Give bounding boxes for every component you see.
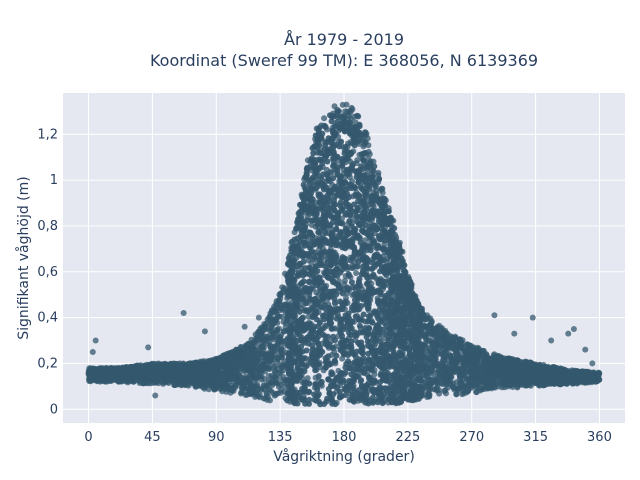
data-point: [168, 376, 175, 383]
data-point: [480, 351, 487, 358]
data-point: [463, 389, 470, 396]
data-point: [218, 355, 225, 362]
data-point: [95, 365, 102, 372]
data-point: [272, 391, 279, 398]
data-point: [488, 385, 495, 392]
data-point: [211, 386, 218, 392]
data-point: [277, 369, 284, 376]
data-point: [255, 352, 262, 359]
data-point: [240, 382, 247, 389]
data-point: [433, 362, 440, 369]
data-point: [246, 360, 253, 367]
data-point: [423, 362, 430, 368]
data-point: [276, 347, 283, 354]
data-point: [233, 346, 240, 353]
data-point: [238, 344, 245, 351]
data-point: [479, 373, 486, 380]
data-point: [440, 370, 447, 377]
data-point: [447, 353, 453, 360]
data-point: [443, 342, 450, 349]
data-point: [253, 358, 260, 365]
data-point: [277, 290, 284, 297]
data-point: [468, 368, 475, 375]
data-point: [371, 371, 378, 378]
data-point: [440, 336, 447, 342]
data-point: [461, 384, 468, 390]
data-point: [449, 359, 456, 366]
data-point: [355, 113, 362, 120]
data-point: [343, 101, 350, 108]
data-point: [490, 358, 497, 365]
data-point: [474, 359, 481, 366]
data-point: [436, 327, 443, 334]
data-point: [279, 354, 286, 361]
data-point: [439, 362, 446, 369]
data-point: [435, 387, 442, 393]
data-point: [266, 386, 272, 393]
data-point: [224, 386, 231, 393]
data-point: [354, 157, 361, 164]
data-point: [247, 390, 254, 397]
data-point: [426, 391, 433, 398]
data-point: [431, 386, 438, 393]
data-point: [220, 379, 227, 386]
data-point: [515, 372, 522, 379]
data-point: [426, 337, 433, 344]
data-point: [456, 385, 462, 392]
data-point: [261, 344, 267, 351]
data-point: [230, 366, 236, 373]
data-point: [242, 373, 249, 380]
data-point: [440, 354, 447, 361]
data-point: [478, 366, 485, 373]
data-point: [278, 387, 285, 394]
data-point: [434, 379, 441, 386]
data-point: [269, 316, 276, 323]
data-point: [426, 354, 433, 360]
data-point: [277, 338, 284, 344]
data-point: [115, 368, 122, 375]
data-point: [442, 387, 449, 394]
data-point: [530, 376, 537, 383]
data-point: [480, 383, 487, 390]
data-point: [254, 331, 261, 338]
data-point: [231, 374, 238, 381]
data-point: [264, 333, 271, 340]
scatter-points: [85, 101, 603, 408]
data-point: [432, 355, 439, 362]
data-point: [453, 379, 460, 386]
data-point: [489, 375, 496, 382]
data-point: [205, 386, 212, 393]
data-point: [259, 326, 266, 333]
data-point: [264, 361, 271, 368]
data-point: [353, 270, 360, 276]
data-point: [379, 189, 386, 196]
data-point: [375, 169, 382, 176]
data-point: [274, 379, 281, 386]
data-point: [471, 353, 478, 360]
data-point: [300, 302, 306, 308]
data-point: [259, 367, 265, 374]
data-point: [279, 306, 286, 313]
data-point: [238, 390, 244, 397]
data-point: [254, 337, 261, 344]
